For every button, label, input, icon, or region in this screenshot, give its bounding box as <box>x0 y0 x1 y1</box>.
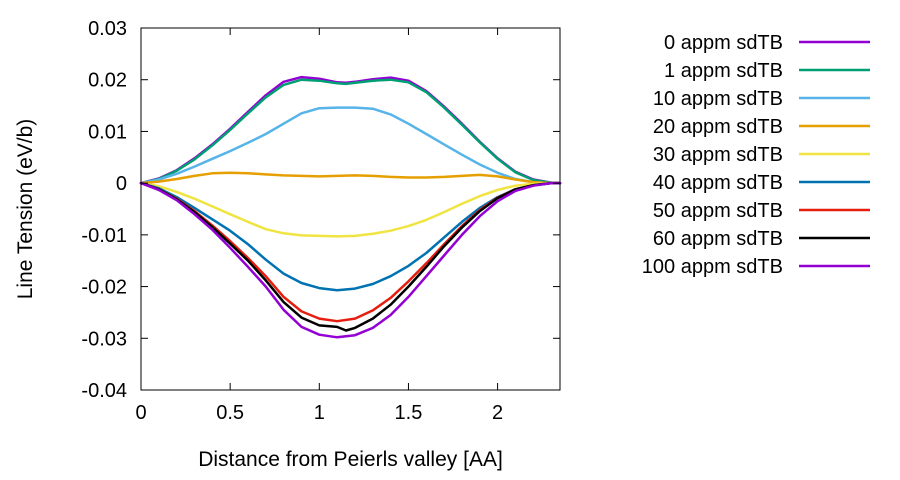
legend-label-4: 30 appm sdTB <box>653 144 783 166</box>
legend: 0 appm sdTB 1 appm sdTB 10 appm sdTB 20 app… <box>642 32 870 278</box>
series-line-7 <box>139 181 562 332</box>
legend-label-5: 40 appm sdTB <box>653 172 783 194</box>
series-layer <box>139 75 562 339</box>
plot-frame <box>140 27 561 391</box>
series-line-2 <box>139 106 562 185</box>
ticks-layer: 0.03 0.02 0.01 0 -0.01 -0.02 -0.03 -0.04 0 0.5 1 1.… <box>81 18 560 424</box>
series-line-1 <box>139 78 562 185</box>
legend-label-2: 10 appm sdTB <box>653 88 783 110</box>
x-tick-label: 0 <box>135 402 146 424</box>
y-tick-label: 0.01 <box>88 121 127 143</box>
series-line-8 <box>139 181 562 339</box>
legend-label-3: 20 appm sdTB <box>653 116 783 138</box>
legend-label-1: 1 appm sdTB <box>664 60 783 82</box>
y-tick-label: -0.01 <box>81 225 127 247</box>
series-line-3 <box>139 171 562 185</box>
x-tick-label: 1.5 <box>395 402 423 424</box>
y-tick-label: -0.04 <box>81 380 127 402</box>
series-line-0 <box>139 75 562 185</box>
y-tick-label: 0 <box>116 173 127 195</box>
legend-label-8: 100 appm sdTB <box>642 256 783 278</box>
legend-label-6: 50 appm sdTB <box>653 200 783 222</box>
legend-label-0: 0 appm sdTB <box>664 32 783 54</box>
x-tick-label: 1 <box>314 402 325 424</box>
y-tick-label: -0.03 <box>81 328 127 350</box>
y-tick-label: -0.02 <box>81 277 127 299</box>
x-tick-label: 2 <box>492 402 503 424</box>
x-tick-label: 0.5 <box>216 402 244 424</box>
y-axis-title: Line Tension (eV/b) <box>14 119 37 300</box>
y-tick-label: 0.03 <box>88 18 127 40</box>
legend-label-7: 60 appm sdTB <box>653 228 783 250</box>
y-tick-label: 0.02 <box>88 70 127 92</box>
x-axis-title: Distance from Peierls valley [AA] <box>198 448 503 471</box>
series-line-4 <box>139 181 562 238</box>
